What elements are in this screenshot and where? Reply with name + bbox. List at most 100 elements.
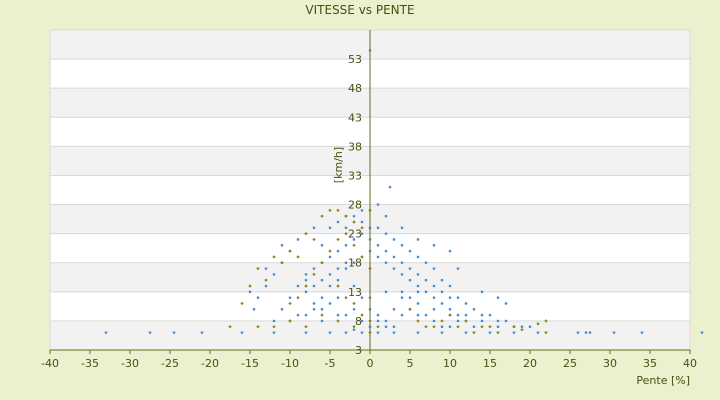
data-point bbox=[376, 243, 380, 247]
data-point bbox=[448, 284, 452, 288]
data-point bbox=[544, 319, 548, 323]
x-tick-label: 35 bbox=[643, 357, 657, 370]
x-tick-label: -10 bbox=[281, 357, 299, 370]
data-point bbox=[328, 302, 332, 305]
data-point bbox=[344, 261, 348, 265]
data-point bbox=[248, 290, 252, 294]
x-tick-label: -20 bbox=[201, 357, 219, 370]
data-point bbox=[424, 313, 428, 317]
x-tick-label: 40 bbox=[683, 357, 697, 370]
data-point bbox=[264, 284, 268, 288]
data-point bbox=[376, 331, 380, 334]
data-point bbox=[480, 313, 484, 317]
data-point bbox=[336, 278, 340, 282]
data-point bbox=[400, 273, 404, 276]
data-point bbox=[296, 238, 300, 241]
data-point bbox=[448, 296, 452, 299]
y-tick-label: 13 bbox=[348, 286, 362, 299]
data-point bbox=[304, 290, 308, 294]
data-point bbox=[700, 331, 704, 334]
data-point bbox=[464, 331, 468, 334]
data-point bbox=[496, 296, 500, 299]
data-point bbox=[440, 302, 444, 305]
data-point bbox=[312, 226, 316, 230]
data-point bbox=[432, 284, 436, 288]
data-point bbox=[296, 313, 300, 317]
data-point bbox=[312, 307, 316, 311]
data-point bbox=[360, 220, 364, 224]
data-point bbox=[528, 325, 532, 329]
data-point bbox=[640, 331, 644, 334]
data-point bbox=[360, 232, 364, 235]
data-point bbox=[588, 331, 592, 334]
data-point bbox=[416, 255, 420, 259]
data-point bbox=[320, 319, 324, 323]
data-point bbox=[328, 331, 332, 334]
data-point bbox=[440, 290, 444, 294]
data-point bbox=[312, 284, 316, 288]
x-axis-title: Pente [%] bbox=[636, 374, 690, 387]
data-point bbox=[392, 325, 396, 329]
data-point bbox=[360, 255, 364, 259]
data-point bbox=[488, 331, 492, 334]
data-point bbox=[264, 267, 268, 270]
data-point bbox=[272, 319, 276, 323]
x-tick-label: 15 bbox=[483, 357, 497, 370]
data-point bbox=[352, 214, 356, 218]
data-point bbox=[336, 220, 340, 224]
data-point bbox=[392, 307, 396, 311]
data-point bbox=[272, 273, 276, 276]
data-point bbox=[504, 319, 508, 323]
data-point bbox=[304, 313, 308, 317]
x-tick-label: 5 bbox=[407, 357, 414, 370]
data-point bbox=[416, 331, 420, 334]
data-point bbox=[360, 331, 364, 334]
x-tick-label: -15 bbox=[241, 357, 259, 370]
data-point bbox=[352, 307, 356, 311]
data-point bbox=[384, 325, 388, 329]
data-point bbox=[328, 284, 332, 288]
data-point bbox=[336, 296, 340, 299]
data-point bbox=[400, 261, 404, 265]
data-point bbox=[392, 267, 396, 270]
data-point bbox=[344, 331, 348, 334]
data-point bbox=[408, 296, 412, 299]
data-point bbox=[312, 302, 316, 305]
data-point bbox=[448, 249, 452, 253]
data-point bbox=[400, 243, 404, 247]
data-point bbox=[376, 255, 380, 259]
data-point bbox=[228, 325, 232, 329]
data-point bbox=[320, 296, 324, 299]
data-point bbox=[408, 278, 412, 282]
data-point bbox=[360, 209, 364, 212]
data-point bbox=[240, 301, 244, 306]
data-point bbox=[352, 261, 356, 265]
data-point bbox=[336, 313, 340, 317]
data-point bbox=[280, 307, 284, 311]
data-point bbox=[400, 226, 404, 230]
data-point bbox=[320, 307, 324, 311]
data-point bbox=[384, 214, 388, 218]
data-point bbox=[416, 313, 420, 317]
data-point bbox=[488, 313, 492, 317]
y-tick-label: 33 bbox=[348, 169, 362, 182]
data-point bbox=[464, 313, 468, 317]
data-point bbox=[432, 243, 436, 247]
data-point bbox=[328, 226, 332, 230]
data-point bbox=[408, 267, 412, 270]
data-point bbox=[352, 284, 356, 288]
data-point bbox=[240, 331, 244, 334]
data-point bbox=[352, 238, 356, 241]
x-tick-label: -35 bbox=[81, 357, 99, 370]
data-point bbox=[456, 267, 460, 270]
data-point bbox=[296, 255, 300, 259]
data-point bbox=[384, 249, 388, 253]
data-points bbox=[104, 49, 704, 335]
data-point bbox=[392, 255, 396, 259]
data-point bbox=[480, 290, 484, 294]
data-point bbox=[496, 325, 500, 329]
data-point bbox=[148, 331, 152, 334]
data-point bbox=[472, 307, 476, 311]
data-point bbox=[320, 278, 324, 282]
